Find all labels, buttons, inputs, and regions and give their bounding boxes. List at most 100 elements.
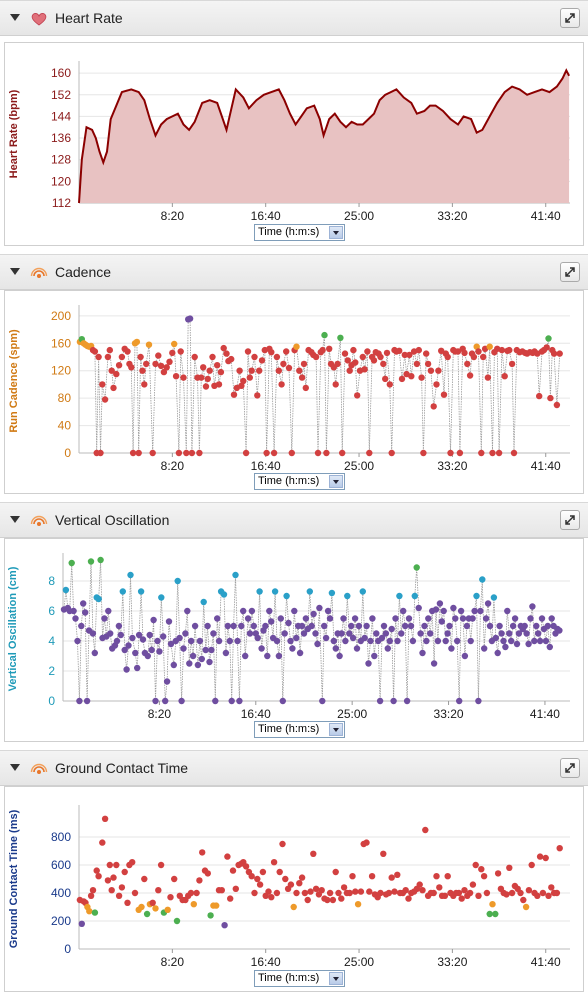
x-tick-label: 8:20 [161,209,185,223]
data-point [346,367,353,374]
data-point [283,592,290,600]
data-point [484,600,492,607]
data-point [258,645,265,652]
data-point [312,353,320,361]
data-point [473,592,480,600]
data-point [366,888,373,895]
data-point [199,849,206,856]
data-point [157,362,165,370]
data-point [132,649,139,657]
data-point [146,631,153,639]
data-point [193,889,200,897]
data-point [342,637,349,645]
data-point [388,874,395,881]
data-point [326,345,333,352]
data-point [328,589,336,597]
time-unit-select[interactable]: Time (h:m:s) [254,721,345,738]
data-point [108,887,115,894]
data-point [382,375,389,383]
data-point [398,375,406,383]
time-unit-select[interactable]: Time (h:m:s) [254,224,345,241]
data-point [427,367,435,374]
data-point [482,615,490,622]
data-point [490,594,498,601]
data-point [450,604,457,612]
chevron-down-icon[interactable] [329,226,343,239]
time-unit-label: Time (h:m:s) [258,475,320,487]
time-unit-select[interactable]: Time (h:m:s) [254,473,345,490]
chevron-down-icon[interactable] [329,475,343,488]
data-point [326,889,334,897]
data-point [340,615,347,622]
data-point [118,353,126,361]
panel-header[interactable]: Heart Rate [0,0,588,36]
data-point [296,367,303,374]
panel-header[interactable]: Cadence [0,254,588,290]
data-point [204,870,211,877]
data-point [415,346,422,354]
panel-header[interactable]: Vertical Oscillation [0,502,588,538]
data-point [457,607,465,615]
data-point [481,645,488,652]
data-point [273,889,281,897]
data-point [78,622,85,630]
data-point [127,571,134,579]
data-point [341,350,349,357]
data-point [248,873,255,880]
collapse-triangle-icon[interactable] [10,764,20,771]
data-point [427,630,434,637]
data-point [413,360,421,368]
x-tick-label: 8:20 [161,459,185,473]
data-point [118,884,126,891]
panel-title: Ground Contact Time [55,760,189,776]
data-point [135,631,143,639]
data-point [517,889,524,897]
heart-rate-panel: Heart Rate 112 120 128 136 144 152 160 8:20 16:4… [0,0,588,248]
data-point [177,348,184,355]
data-point [167,640,175,648]
expand-button[interactable] [560,510,580,530]
collapse-triangle-icon[interactable] [10,516,20,523]
data-point [200,364,207,371]
running-dynamics-icon [30,763,48,774]
data-point [455,889,463,897]
expand-button[interactable] [560,8,580,28]
data-point [133,338,141,346]
data-point [466,372,474,379]
data-point [545,335,552,342]
chevron-down-icon[interactable] [329,972,343,985]
expand-button[interactable] [560,262,580,282]
data-point [534,892,541,899]
x-tick-label: 41:40 [531,459,561,473]
time-unit-label: Time (h:m:s) [258,972,320,984]
data-point [293,634,300,642]
data-point [380,850,387,857]
expand-button[interactable] [560,758,580,778]
data-point [388,449,395,457]
data-point [377,889,384,897]
collapse-triangle-icon[interactable] [10,14,20,21]
data-point [138,903,145,911]
data-point [550,350,558,357]
data-point [332,381,339,388]
data-point [188,637,195,645]
chevron-down-icon[interactable] [329,723,343,736]
data-point [500,637,507,645]
data-point [475,348,482,355]
data-point [417,630,424,637]
data-point [454,637,461,645]
collapse-triangle-icon[interactable] [10,268,20,275]
time-unit-label: Time (h:m:s) [258,226,320,238]
data-point [72,615,79,622]
y-tick-label: 6 [48,604,55,618]
data-point [361,366,368,373]
data-point [171,340,178,348]
panel-header[interactable]: Ground Contact Time [0,750,588,786]
data-point [480,353,487,361]
data-point [139,367,146,374]
data-point [546,643,553,651]
data-point [304,896,311,904]
x-tick-label: 25:00 [344,955,374,969]
data-point [91,909,99,916]
time-unit-select[interactable]: Time (h:m:s) [254,970,345,987]
